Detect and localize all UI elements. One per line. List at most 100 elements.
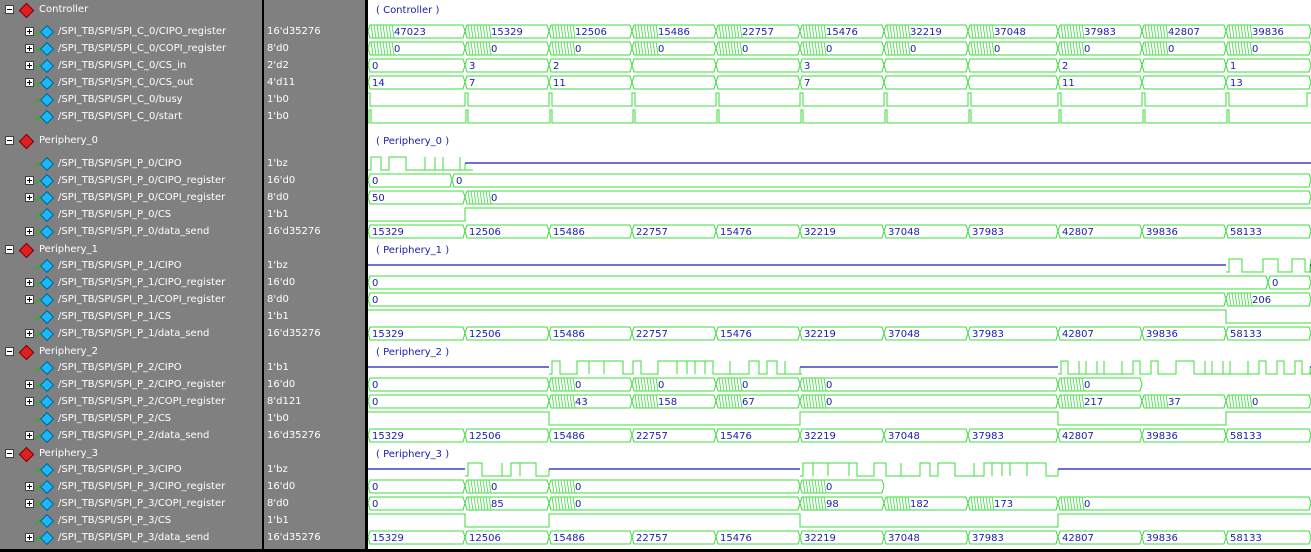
bus-value-label: 32219 [804,533,836,544]
expand-toggle-icon[interactable] [25,380,34,389]
signal-row[interactable]: /SPI_TB/SPI/SPI_P_2/CS [0,410,262,427]
signal-row[interactable]: /SPI_TB/SPI/SPI_C_0/start [0,108,262,125]
signal-row[interactable]: /SPI_TB/SPI/SPI_P_0/COPI_register [0,189,262,206]
signal-row[interactable]: /SPI_TB/SPI/SPI_P_3/CIPO [0,461,262,478]
bus-transition-hatch [554,41,558,56]
expand-toggle-icon[interactable] [25,27,34,36]
signal-path-label: /SPI_TB/SPI/SPI_P_0/CIPO_register [58,175,226,186]
bus-transition-hatch [1078,24,1082,39]
bus-transition-hatch [814,479,818,494]
signal-row[interactable]: /SPI_TB/SPI/SPI_P_3/CIPO_register [0,478,262,495]
bus-transition-hatch [637,394,641,409]
bus-transition-hatch [652,377,656,392]
signal-row[interactable]: /SPI_TB/SPI/SPI_P_1/CS [0,308,262,325]
collapse-toggle-icon[interactable] [5,449,14,458]
signal-row[interactable]: /SPI_TB/SPI/SPI_P_3/COPI_register [0,495,262,512]
group-row[interactable]: Controller [0,1,262,19]
bus-transition-hatch [1246,292,1250,307]
signal-diamond-icon [39,92,55,108]
collapse-toggle-icon[interactable] [5,5,14,14]
expand-toggle-icon[interactable] [25,295,34,304]
bus-transition-hatch [1063,394,1067,409]
bus-value-label: 15486 [553,533,585,544]
signal-value: 1'b1 [267,362,289,373]
signal-row[interactable]: /SPI_TB/SPI/SPI_C_0/CS_in [0,57,262,74]
bus-value-label: 22757 [742,27,774,38]
collapse-toggle-icon[interactable] [5,245,14,254]
bus-transition-hatch [721,41,725,56]
bus-value-label: 42807 [1168,27,1200,38]
signal-row[interactable]: /SPI_TB/SPI/SPI_P_0/CIPO_register [0,172,262,189]
bus-transition-hatch [563,479,567,494]
signal-row[interactable]: /SPI_TB/SPI/SPI_P_2/CIPO_register [0,376,262,393]
signal-row[interactable]: /SPI_TB/SPI/SPI_P_1/data_send [0,325,262,342]
bus-transition-hatch [643,41,647,56]
signal-row[interactable]: /SPI_TB/SPI/SPI_C_0/CS_out [0,74,262,91]
expand-toggle-icon[interactable] [25,44,34,53]
bus-transition-hatch [889,41,893,56]
group-row[interactable]: Periphery_0 [0,132,262,150]
bus-transition-hatch [1243,292,1247,307]
pane-divider[interactable] [262,0,264,549]
signal-row[interactable]: /SPI_TB/SPI/SPI_P_2/COPI_register [0,393,262,410]
group-row[interactable]: Periphery_2 [0,343,262,361]
bus-transition-hatch [808,394,812,409]
bus-transition-hatch [739,24,743,39]
bus-transition-hatch [886,24,890,39]
signal-row[interactable]: /SPI_TB/SPI/SPI_P_1/COPI_register [0,291,262,308]
expand-toggle-icon[interactable] [25,278,34,287]
expand-toggle-icon[interactable] [25,499,34,508]
bus-transition-hatch [976,41,980,56]
expand-toggle-icon[interactable] [25,482,34,491]
signal-row[interactable]: /SPI_TB/SPI/SPI_P_0/CIPO [0,155,262,172]
bus-segment [631,75,717,90]
signal-row[interactable]: /SPI_TB/SPI/SPI_C_0/COPI_register [0,40,262,57]
signal-row[interactable]: /SPI_TB/SPI/SPI_C_0/CIPO_register [0,23,262,40]
bus-value-label: 0 [372,380,378,391]
signal-row[interactable]: /SPI_TB/SPI/SPI_P_3/CS [0,512,262,529]
signal-row[interactable]: /SPI_TB/SPI/SPI_C_0/busy [0,91,262,108]
bus-value-label: 58133 [1230,329,1262,340]
expand-toggle-icon[interactable] [25,397,34,406]
group-diamond-icon [18,344,35,361]
expand-toggle-icon[interactable] [25,533,34,542]
signal-row[interactable]: /SPI_TB/SPI/SPI_P_1/CIPO_register [0,274,262,291]
expand-toggle-icon[interactable] [25,176,34,185]
bus-segment [715,58,801,73]
expand-toggle-icon[interactable] [25,227,34,236]
collapse-toggle-icon[interactable] [5,136,14,145]
bus-transition-hatch [652,24,656,39]
bus-transition-hatch [1078,377,1082,392]
group-row[interactable]: Periphery_3 [0,445,262,463]
pane-divider[interactable] [365,0,368,549]
bus-value-label: 42807 [1062,227,1094,238]
bus-value-label: 32219 [804,431,836,442]
signal-row[interactable]: /SPI_TB/SPI/SPI_P_3/data_send [0,529,262,546]
signal-row[interactable]: /SPI_TB/SPI/SPI_P_0/CS [0,206,262,223]
signal-row[interactable]: /SPI_TB/SPI/SPI_P_2/data_send [0,427,262,444]
signal-row[interactable]: /SPI_TB/SPI/SPI_P_1/CIPO [0,257,262,274]
bus-transition-hatch [476,190,480,205]
bus-transition-hatch [1063,41,1067,56]
expand-toggle-icon[interactable] [25,431,34,440]
bus-transition-hatch [479,496,483,511]
group-wave-label: ( Controller ) [376,5,439,16]
signal-diamond-icon [39,258,55,274]
waveform-canvas: ( Controller ) 47023 15329 12506 15486 22757 1… [367,5,1311,545]
bus-segment [548,58,633,73]
signal-row[interactable]: /SPI_TB/SPI/SPI_P_2/CIPO [0,359,262,376]
bus-value-label: 7 [469,78,475,89]
collapse-toggle-icon[interactable] [5,347,14,356]
bus-transition-hatch [808,479,812,494]
bus-transition-hatch [985,41,989,56]
bus-value-label: 158 [658,397,677,408]
bus-transition-hatch [805,41,809,56]
bus-segment [367,394,550,409]
expand-toggle-icon[interactable] [25,329,34,338]
signal-row[interactable]: /SPI_TB/SPI/SPI_P_0/data_send [0,223,262,240]
expand-toggle-icon[interactable] [25,78,34,87]
bus-transition-hatch [634,41,638,56]
expand-toggle-icon[interactable] [25,61,34,70]
expand-toggle-icon[interactable] [25,193,34,202]
group-row[interactable]: Periphery_1 [0,241,262,259]
